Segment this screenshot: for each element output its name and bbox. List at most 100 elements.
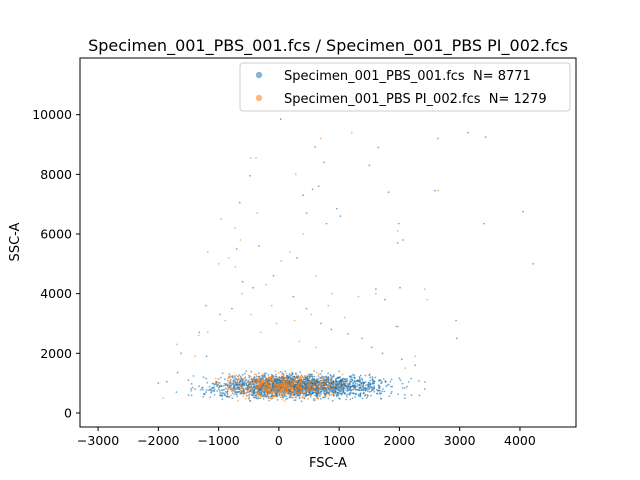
plot-area-frame <box>79 57 577 428</box>
data-point <box>300 374 303 377</box>
data-point <box>307 398 309 400</box>
data-point <box>376 389 379 392</box>
data-point <box>365 397 368 399</box>
data-point <box>255 394 258 397</box>
data-point <box>400 358 403 361</box>
data-point <box>334 381 337 384</box>
data-point <box>359 389 361 392</box>
data-point <box>285 372 288 375</box>
data-point <box>325 380 327 383</box>
data-point <box>357 388 360 391</box>
data-point <box>351 392 354 395</box>
data-point <box>336 385 339 388</box>
data-point <box>305 391 307 394</box>
data-point <box>313 398 315 400</box>
data-point <box>187 379 190 381</box>
data-point <box>236 386 239 388</box>
data-point <box>258 375 261 378</box>
data-point <box>357 295 360 298</box>
data-point <box>371 376 374 378</box>
data-point <box>388 395 391 398</box>
data-point <box>259 393 261 396</box>
data-point <box>320 384 322 387</box>
data-point <box>353 381 356 384</box>
data-point <box>290 392 293 394</box>
data-point <box>290 388 293 391</box>
data-point <box>266 394 269 396</box>
data-point <box>284 376 287 379</box>
data-point <box>205 389 208 391</box>
data-point <box>235 374 238 377</box>
data-point <box>253 373 256 376</box>
data-point <box>332 375 335 377</box>
data-point <box>283 400 286 402</box>
data-point <box>289 394 292 397</box>
data-point <box>300 389 303 391</box>
data-point <box>260 380 263 383</box>
data-point <box>321 387 323 389</box>
data-point <box>218 384 221 387</box>
data-point <box>257 392 259 394</box>
data-point <box>327 381 329 384</box>
data-point <box>252 379 255 382</box>
data-point <box>284 370 287 373</box>
data-point <box>280 259 283 262</box>
data-point <box>307 385 310 388</box>
data-point <box>180 352 183 355</box>
data-point <box>407 381 410 383</box>
data-point <box>388 383 390 386</box>
data-point <box>269 375 272 378</box>
data-point <box>347 393 349 395</box>
data-point <box>252 394 255 397</box>
data-point <box>321 382 324 384</box>
data-point <box>346 395 348 398</box>
data-point <box>327 304 330 307</box>
x-tick-label: 0 <box>275 433 283 448</box>
data-point <box>157 382 160 384</box>
data-point <box>364 393 367 396</box>
data-point <box>364 389 367 392</box>
data-point <box>229 382 231 385</box>
data-point <box>353 384 356 387</box>
data-point <box>274 383 276 386</box>
data-point <box>190 382 193 385</box>
data-point <box>234 387 237 390</box>
data-point <box>322 376 324 378</box>
data-point <box>279 118 282 121</box>
data-point <box>267 390 270 392</box>
data-point <box>300 384 302 386</box>
data-point <box>313 399 315 402</box>
data-point <box>378 386 381 389</box>
data-point <box>309 377 311 379</box>
data-point <box>268 385 271 388</box>
data-point <box>320 377 323 379</box>
data-point <box>231 376 234 379</box>
data-point <box>219 389 221 392</box>
y-tick-label: 2000 <box>40 346 72 361</box>
data-point <box>270 386 273 389</box>
data-point <box>292 295 295 298</box>
data-point <box>263 394 266 397</box>
data-point <box>241 381 244 383</box>
data-point <box>263 392 266 395</box>
data-point <box>316 391 319 394</box>
data-point <box>315 380 318 382</box>
data-point <box>211 382 214 385</box>
data-point <box>234 227 236 229</box>
data-point <box>358 377 361 380</box>
data-point <box>284 380 287 383</box>
data-point <box>372 382 375 385</box>
data-point <box>194 355 197 358</box>
data-point <box>272 274 275 277</box>
data-point <box>220 376 222 379</box>
data-point <box>317 378 320 380</box>
data-point <box>330 388 332 391</box>
data-point <box>365 384 367 387</box>
data-point <box>250 370 253 373</box>
data-point <box>306 394 308 396</box>
data-point <box>295 396 298 399</box>
data-point <box>252 396 255 399</box>
data-point <box>241 280 244 283</box>
data-point <box>199 388 202 391</box>
data-point <box>288 373 291 375</box>
